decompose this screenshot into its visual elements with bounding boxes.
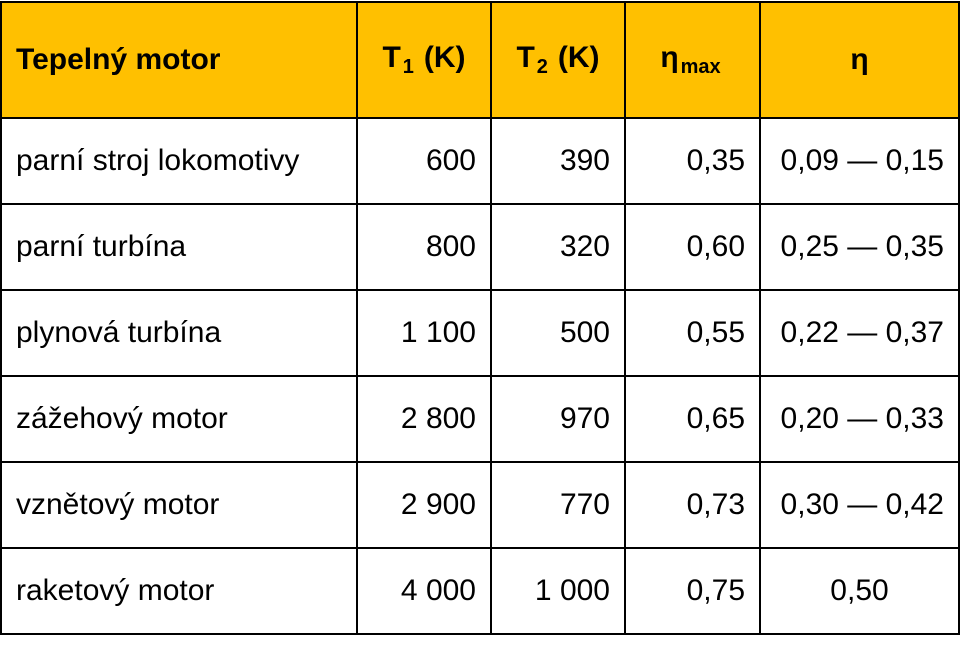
value-cell: 770 (490, 461, 626, 549)
header-cell: η max (624, 1, 761, 119)
value-cell: 0,25 — 0,35 (759, 203, 960, 291)
table-row: parní stroj lokomotivy 600 390 0,35 0,09 — 0… (0, 117, 960, 205)
value-cell: 0,65 (624, 375, 761, 463)
value-cell: 0,30 — 0,42 (759, 461, 960, 549)
value-cell: 0,75 (624, 547, 761, 635)
table-row: raketový motor 4 000 1 000 0,75 0,50 (0, 547, 960, 635)
value-cell: 500 (490, 289, 626, 377)
table-row: parní turbína 800 320 0,60 0,25 — 0,35 (0, 203, 960, 291)
value-cell: 1 000 (490, 547, 626, 635)
header-unit: (K) (423, 41, 466, 74)
value-cell: 0,20 — 0,33 (759, 375, 960, 463)
header-subscript: 1 (402, 56, 414, 78)
value-cell: 0,55 (624, 289, 761, 377)
value-cell: 970 (490, 375, 626, 463)
value-cell: 2 800 (356, 375, 492, 463)
engine-name: zážehový motor (0, 375, 358, 463)
engine-name: vznětový motor (0, 461, 358, 549)
table-row: vznětový motor 2 900 770 0,73 0,30 — 0,42 (0, 461, 960, 549)
engine-name: plynová turbína (0, 289, 358, 377)
header-row: Tepelný motor T 1 (K) T 2 (K) η max η (0, 1, 960, 119)
value-cell: 0,35 (624, 117, 761, 205)
header-symbol: T (516, 41, 535, 74)
header-symbol: η (660, 41, 679, 74)
value-cell: 0,50 (759, 547, 960, 635)
value-cell: 4 000 (356, 547, 492, 635)
header-text: η (850, 43, 869, 76)
header-unit: (K) (557, 41, 600, 74)
table-body: parní stroj lokomotivy 600 390 0,35 0,09 — 0… (0, 117, 960, 635)
value-cell: 0,73 (624, 461, 761, 549)
table-row: plynová turbína 1 100 500 0,55 0,22 — 0,37 (0, 289, 960, 377)
header-cell: T 1 (K) (356, 1, 492, 119)
table-row: zážehový motor 2 800 970 0,65 0,20 — 0,33 (0, 375, 960, 463)
header-subscript: 2 (536, 56, 548, 78)
header-symbol: T (382, 41, 401, 74)
value-cell: 0,09 — 0,15 (759, 117, 960, 205)
value-cell: 600 (356, 117, 492, 205)
engine-name: parní stroj lokomotivy (0, 117, 358, 205)
value-cell: 320 (490, 203, 626, 291)
header-cell: Tepelný motor (0, 1, 358, 119)
value-cell: 390 (490, 117, 626, 205)
engine-name: parní turbína (0, 203, 358, 291)
header-text: Tepelný motor (16, 43, 221, 76)
engine-name: raketový motor (0, 547, 358, 635)
value-cell: 0,22 — 0,37 (759, 289, 960, 377)
value-cell: 1 100 (356, 289, 492, 377)
value-cell: 2 900 (356, 461, 492, 549)
value-cell: 0,60 (624, 203, 761, 291)
engine-table: Tepelný motor T 1 (K) T 2 (K) η max η parní stroj… (0, 1, 960, 635)
value-cell: 800 (356, 203, 492, 291)
header-cell: T 2 (K) (490, 1, 626, 119)
header-cell: η (759, 1, 960, 119)
header-subscript: max (680, 56, 721, 78)
